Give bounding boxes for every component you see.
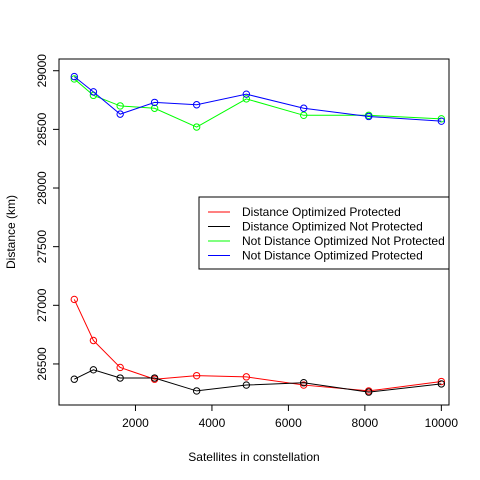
data-point xyxy=(150,374,159,382)
data-point xyxy=(116,102,124,110)
y-tick-label: 27500 xyxy=(35,230,49,264)
data-point xyxy=(192,101,201,109)
y-axis-label: Distance (km) xyxy=(4,195,18,269)
data-point xyxy=(437,377,446,386)
x-tick-label: 4000 xyxy=(199,416,226,430)
x-tick-label: 2000 xyxy=(122,416,149,430)
plot-layer xyxy=(70,72,446,396)
data-point xyxy=(242,373,251,381)
x-tick-label: 10000 xyxy=(425,416,459,430)
data-point xyxy=(89,88,98,96)
series-line xyxy=(74,369,442,393)
data-point xyxy=(300,104,308,112)
y-tick-label: 28500 xyxy=(35,112,49,146)
data-point xyxy=(437,380,446,388)
data-point xyxy=(116,363,124,372)
y-tick-label: 29000 xyxy=(35,54,49,88)
legend-label: Not Distance Optimized Protected xyxy=(242,249,423,263)
x-axis-label: Satellites in constellation xyxy=(188,450,319,464)
data-point xyxy=(192,123,201,131)
data-point xyxy=(89,336,98,345)
data-point xyxy=(70,295,78,304)
y-tick-label: 27000 xyxy=(35,288,49,322)
data-point xyxy=(242,381,251,389)
data-point xyxy=(70,375,78,383)
data-point xyxy=(365,388,373,396)
legend-label: Not Distance Optimized Not Protected xyxy=(242,234,445,248)
data-point xyxy=(192,387,201,395)
data-point xyxy=(300,111,308,119)
data-point xyxy=(116,110,124,118)
legend-label: Distance Optimized Protected xyxy=(242,205,401,219)
data-point xyxy=(89,366,98,374)
x-tick-label: 6000 xyxy=(275,416,302,430)
y-tick-label: 26500 xyxy=(35,347,49,381)
data-point xyxy=(192,371,201,380)
x-axis: 2000 4000 6000 8000 10000 xyxy=(122,405,458,430)
data-point xyxy=(365,112,373,121)
series-line xyxy=(73,76,442,122)
data-point xyxy=(437,115,446,123)
x-tick-label: 8000 xyxy=(352,416,379,430)
data-point xyxy=(150,98,159,107)
data-point xyxy=(300,379,308,387)
legend-label: Distance Optimized Not Protected xyxy=(242,220,423,234)
y-tick-label: 28000 xyxy=(35,171,49,205)
y-axis: 26500 27000 27500 28000 28500 29000 xyxy=(35,54,59,381)
data-point xyxy=(437,117,446,125)
data-point xyxy=(70,72,78,81)
data-point xyxy=(242,95,251,103)
data-point xyxy=(242,90,251,98)
legend-box xyxy=(198,196,450,270)
data-point xyxy=(150,104,159,112)
data-point xyxy=(116,374,124,382)
data-point xyxy=(300,381,308,389)
